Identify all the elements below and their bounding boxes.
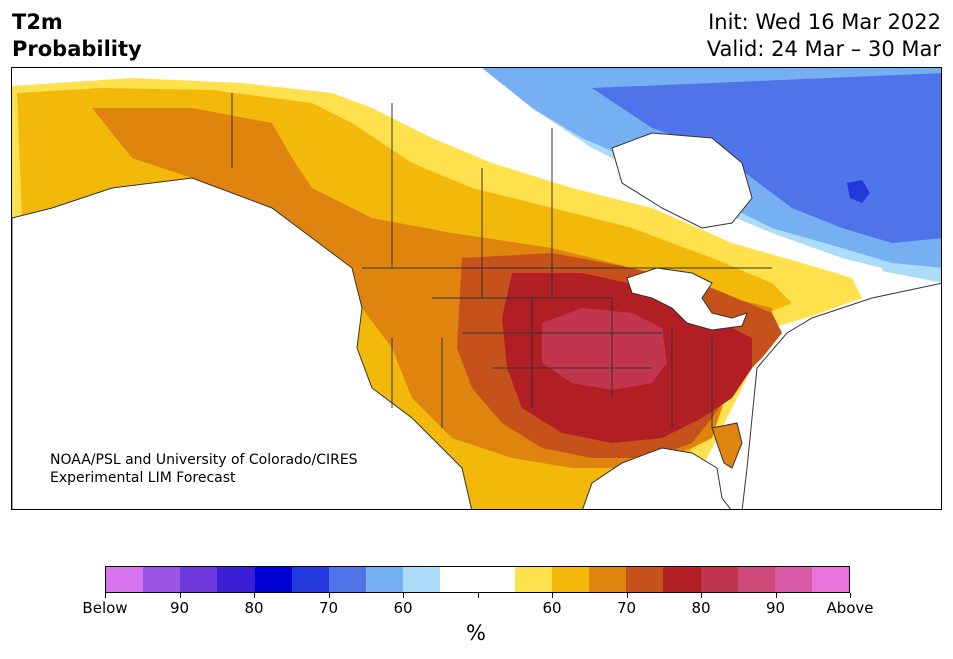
colorbar-tick — [328, 593, 330, 598]
great-lakes — [626, 267, 748, 331]
region-below-70-80 — [592, 73, 941, 243]
colorbar-segment — [366, 567, 404, 592]
colorbar-segment — [106, 567, 144, 592]
credit-line-forecast: Experimental LIM Forecast — [50, 470, 236, 486]
colorbar-segment — [551, 567, 590, 592]
colorbar-segment — [217, 567, 255, 592]
colorbar-segment — [403, 567, 441, 592]
colorbar-tick — [477, 593, 479, 598]
colorbar-segment — [180, 567, 218, 592]
colorbar-segment — [328, 567, 367, 592]
colorbar-segment — [663, 567, 701, 592]
probability-colorbar — [105, 566, 850, 593]
atlantic-ocean — [741, 282, 941, 509]
pacific-ocean — [12, 177, 473, 509]
colorbar-segment — [626, 567, 664, 592]
colorbar-tick — [254, 593, 255, 598]
colorbar-segment — [589, 567, 627, 592]
colorbar-tick-label: 90 — [169, 599, 190, 617]
colorbar-segment — [254, 567, 292, 592]
colorbar-tick-label: 90 — [765, 599, 786, 617]
colorbar-tick-label: 70 — [318, 599, 339, 617]
map-credit: NOAA/PSL and University of Colorado/CIRE… — [50, 451, 358, 487]
colorbar-tick — [552, 593, 553, 598]
valid-range: Valid: 24 Mar – 30 Mar — [706, 37, 941, 61]
colorbar-segment — [143, 567, 181, 592]
colorbar-tick-label: 60 — [542, 599, 562, 617]
colorbar-segment — [811, 567, 850, 592]
region-above-85 — [542, 308, 667, 390]
map-canvas — [12, 68, 941, 509]
title-line-type: Probability — [12, 37, 142, 61]
colorbar-tick — [626, 593, 628, 598]
colorbar-tick-label: 80 — [691, 599, 711, 617]
colorbar-tick — [701, 593, 702, 598]
colorbar-tick-label: 80 — [244, 599, 264, 617]
colorbar-segment — [774, 567, 812, 592]
colorbar-segment — [440, 567, 478, 592]
colorbar-tick — [179, 593, 181, 598]
init-date: Init: Wed 16 Mar 2022 — [708, 10, 941, 34]
colorbar-tick — [105, 593, 106, 598]
title-line-variable: T2m — [12, 10, 63, 34]
florida — [711, 422, 743, 469]
gulf-of-mexico — [582, 447, 732, 509]
credit-line-org: NOAA/PSL and University of Colorado/CIRE… — [50, 452, 358, 468]
colorbar-segment — [291, 567, 329, 592]
colorbar-tick — [775, 593, 777, 598]
colorbar-tick-label: Below — [82, 599, 128, 617]
forecast-dates: Init: Wed 16 Mar 2022 Valid: 24 Mar – 30… — [707, 9, 941, 63]
colorbar-tick-label: Above — [826, 599, 874, 617]
region-below-80 — [847, 180, 870, 203]
probability-map[interactable]: NOAA/PSL and University of Colorado/CIRE… — [11, 67, 942, 510]
political-borders — [231, 93, 772, 428]
hudson-bay — [611, 132, 753, 229]
colorbar-segment — [700, 567, 738, 592]
colorbar-tick — [403, 593, 404, 598]
colorbar-segment — [737, 567, 775, 592]
colorbar-tick-label: 60 — [393, 599, 413, 617]
colorbar-tick-label: 70 — [616, 599, 637, 617]
colorbar-segment — [514, 567, 552, 592]
colorbar-segment — [477, 567, 515, 592]
region-near-normal — [352, 68, 882, 273]
map-title: T2m Probability — [12, 9, 142, 63]
colorbar-unit: % — [466, 621, 486, 645]
colorbar-tick — [850, 593, 851, 598]
